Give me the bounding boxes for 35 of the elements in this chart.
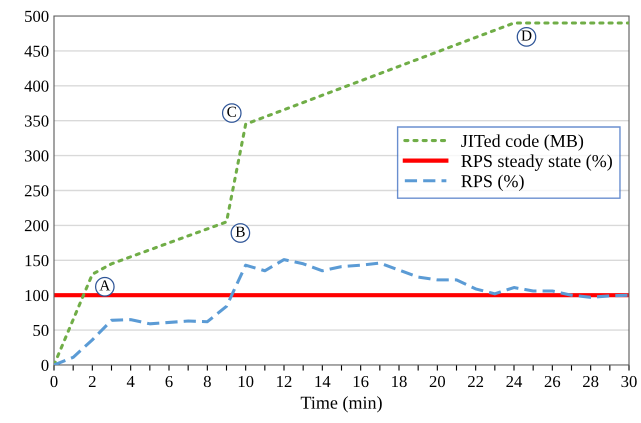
annotation: C: [227, 106, 236, 117]
annotation: A: [99, 280, 110, 290]
x-tick-label: 26: [544, 376, 560, 388]
x-tick-label: 22: [468, 376, 484, 387]
y-tick-label: 350: [24, 115, 49, 127]
x-tick-label: 28: [583, 376, 598, 388]
x-tick-label: 18: [392, 376, 407, 388]
y-tick-label: 450: [24, 46, 49, 57]
x-axis-title: Time (min): [300, 396, 382, 412]
y-tick-label: 500: [25, 10, 49, 22]
x-tick-label: 10: [238, 376, 254, 388]
y-tick-label: 200: [24, 220, 49, 232]
y-tick-label: 250: [24, 185, 49, 196]
x-tick-label: 14: [315, 376, 330, 387]
x-tick-label: 8: [204, 376, 211, 388]
x-tick-label: 0: [50, 376, 58, 388]
y-tick-label: 50: [33, 324, 49, 336]
x-tick-label: 30: [621, 376, 637, 388]
x-tick-label: 20: [430, 376, 446, 388]
y-tick-label: 300: [24, 150, 49, 162]
x-tick-label: 12: [277, 376, 292, 387]
x-tick-label: 16: [354, 376, 369, 388]
legend-label: RPS steady state (%): [461, 154, 612, 171]
annotation: D: [521, 30, 532, 41]
legend-label: JITed code (MB): [461, 134, 584, 151]
y-tick-label: 0: [41, 360, 49, 371]
annotation: B: [236, 226, 245, 237]
legend-label: RPS (%): [461, 174, 524, 191]
x-tick-label: 2: [88, 376, 96, 387]
x-tick-label: 6: [166, 376, 173, 388]
x-tick-label: 24: [506, 376, 522, 387]
y-tick-label: 150: [26, 255, 49, 266]
y-tick-label: 400: [24, 80, 49, 92]
x-tick-label: 4: [126, 376, 135, 387]
y-tick-label: 100: [26, 290, 49, 302]
